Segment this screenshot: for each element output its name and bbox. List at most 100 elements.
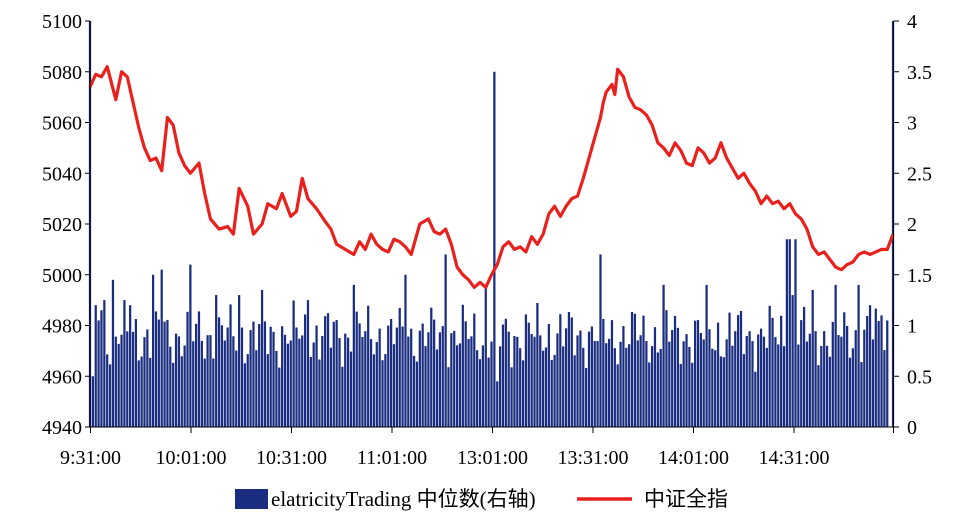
bar: [458, 343, 462, 427]
right-tick-label: 3: [907, 113, 917, 135]
bar: [521, 360, 525, 427]
bar: [180, 356, 183, 427]
bar: [421, 323, 424, 427]
bar: [318, 359, 321, 427]
bar: [238, 295, 241, 427]
bar: [737, 315, 740, 427]
bar: [708, 329, 711, 427]
bar: [301, 335, 304, 427]
bar: [378, 328, 381, 427]
x-tick-label: 10:01:00: [155, 447, 226, 469]
bar: [599, 254, 602, 427]
bar: [344, 333, 347, 427]
bar: [788, 239, 791, 427]
bar: [372, 354, 376, 427]
left-tick-label: 5080: [42, 62, 82, 84]
bar: [461, 304, 464, 427]
bar: [364, 331, 367, 427]
bar: [650, 346, 654, 427]
bar: [596, 340, 599, 427]
bar: [616, 364, 619, 427]
bar: [507, 331, 510, 427]
bar: [722, 357, 725, 427]
bar: [298, 338, 301, 427]
bar: [246, 354, 249, 427]
bar: [668, 341, 671, 427]
bar: [183, 345, 186, 427]
bar: [539, 335, 542, 427]
bar: [559, 314, 562, 427]
bar: [860, 362, 863, 427]
bar: [642, 315, 645, 427]
bar: [260, 289, 264, 427]
bar: [656, 352, 659, 427]
bar: [108, 364, 112, 427]
bar: [177, 336, 181, 427]
bar: [498, 346, 502, 427]
right-tick-label: 1: [907, 316, 917, 338]
bar: [662, 284, 665, 427]
tick-labels: 5100 5080 5060 5040 5020 5000 4980 4960 4940 4 3.5…: [42, 11, 932, 469]
bar: [100, 310, 103, 427]
bar: [883, 350, 886, 427]
bar: [619, 341, 622, 427]
bar: [820, 345, 823, 427]
left-tick-label: 5000: [42, 265, 82, 287]
bar: [200, 340, 203, 427]
left-tick-label: 4980: [42, 316, 82, 338]
bar: [851, 348, 854, 427]
line-series: [88, 65, 895, 290]
bar: [800, 320, 803, 427]
bar: [384, 354, 387, 427]
bar: [590, 326, 593, 427]
left-tick-label: 5060: [42, 113, 82, 135]
bar: [877, 321, 880, 427]
bar: [573, 355, 576, 427]
bar: [510, 367, 513, 427]
bar: [275, 350, 278, 427]
left-tick-label: 5100: [42, 11, 82, 33]
bar: [332, 321, 335, 427]
bar: [369, 338, 373, 427]
bar: [702, 339, 705, 427]
bar: [450, 333, 453, 427]
bar: [533, 336, 536, 427]
bar: [215, 295, 218, 427]
bar: [329, 347, 333, 427]
bar: [126, 331, 129, 427]
bar: [114, 336, 117, 427]
bar: [734, 331, 737, 427]
bar: [189, 264, 192, 427]
bar: [696, 320, 700, 427]
bar: [823, 331, 826, 427]
bar: [751, 341, 754, 427]
bar: [524, 314, 528, 427]
bar: [814, 331, 817, 427]
bar: [467, 338, 470, 427]
bar: [705, 284, 708, 427]
line-path: [88, 65, 895, 290]
bar: [501, 324, 505, 427]
left-tick-label: 5040: [42, 163, 82, 185]
bar: [639, 335, 642, 427]
bar: [341, 366, 344, 427]
bar: [802, 306, 806, 427]
bar: [146, 329, 149, 427]
bar: [212, 358, 215, 427]
bar: [748, 331, 751, 427]
bar: [412, 355, 416, 427]
bar: [263, 321, 267, 427]
bar: [828, 356, 832, 427]
bar: [659, 348, 662, 427]
bar: [834, 284, 837, 427]
bar: [390, 318, 393, 427]
bar: [473, 313, 476, 427]
bar: [349, 351, 353, 427]
bar: [435, 349, 439, 427]
bar: [269, 326, 272, 427]
bar: [593, 341, 596, 427]
legend: elatricityTrading 中位数(右轴) 中证全指: [235, 487, 728, 511]
bar: [137, 360, 140, 427]
bar: [478, 359, 482, 427]
bar: [321, 335, 324, 427]
